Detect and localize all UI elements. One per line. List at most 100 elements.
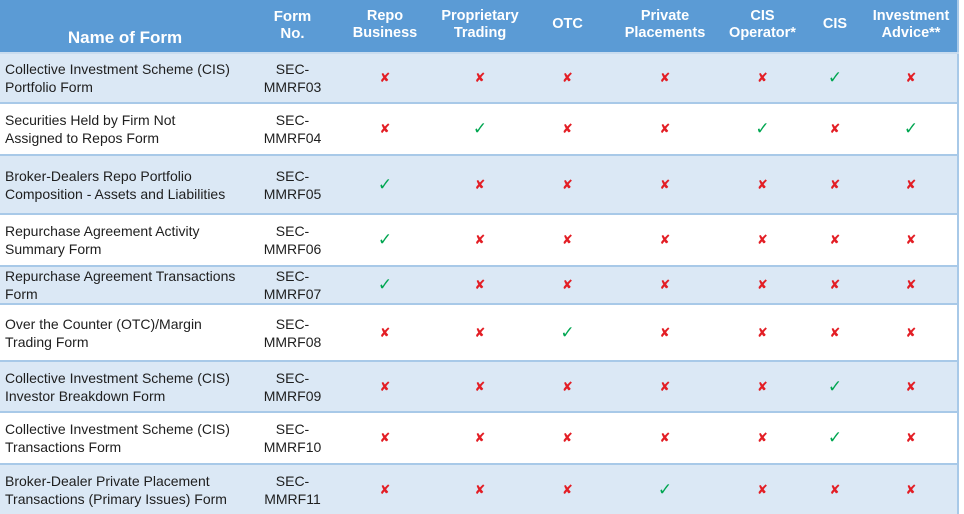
- cross-mark-icon: ✘: [474, 233, 486, 248]
- cis-cell: ✘: [805, 214, 865, 266]
- cis_operator-cell: ✘: [720, 304, 805, 361]
- form-name-cell: Securities Held by Firm Not Assigned to …: [5, 112, 176, 146]
- check-mark-icon: ✓: [827, 68, 843, 88]
- cross-mark-icon: ✘: [757, 278, 768, 293]
- cross-mark-icon: ✘: [474, 431, 486, 446]
- cross-mark-icon: ✘: [757, 325, 768, 341]
- cross-mark-icon: ✘: [905, 71, 917, 86]
- cross-mark-icon: ✘: [757, 431, 768, 446]
- cis_operator-cell: ✘: [720, 154, 805, 215]
- check-mark-icon: ✓: [377, 230, 393, 250]
- cross-mark-icon: ✘: [659, 177, 671, 193]
- private_placements-cell: ✘: [610, 360, 720, 413]
- form-no-cell: SEC-MMRF08: [263, 315, 322, 350]
- cross-mark-icon: ✘: [474, 71, 486, 86]
- cross-mark-icon: ✘: [474, 177, 486, 193]
- cross-mark-icon: ✘: [757, 233, 768, 248]
- cross-mark-icon: ✘: [379, 325, 391, 341]
- private_placements-cell: ✘: [610, 412, 720, 464]
- cis_operator-cell: ✘: [720, 214, 805, 266]
- proprietary_trading-cell: ✘: [435, 360, 525, 413]
- table-header: Name of Form Form No. Repo Business Prop…: [0, 0, 958, 54]
- form-no-cell: SEC-MMRF11: [250, 463, 335, 514]
- cross-mark-icon: ✘: [562, 177, 573, 193]
- cross-mark-icon: ✘: [905, 325, 917, 341]
- form-no-cell: SEC-MMRF07: [250, 265, 335, 305]
- form-row-sec-mmrf07: Repurchase Agreement Transactions Form SE…: [0, 265, 958, 305]
- otc-cell: ✘: [525, 52, 610, 104]
- cis-cell: ✘: [805, 154, 865, 215]
- check-mark-icon: ✓: [903, 119, 919, 139]
- cis_operator-cell: ✘: [720, 360, 805, 413]
- form-row-sec-mmrf04: Securities Held by Firm Not Assigned to …: [0, 103, 958, 155]
- otc-cell: ✘: [525, 265, 610, 305]
- header-row: Name of Form Form No. Repo Business Prop…: [0, 0, 958, 54]
- cis-cell: ✘: [805, 103, 865, 155]
- cross-mark-icon: ✘: [379, 71, 391, 86]
- form-row-sec-mmrf08: Over the Counter (OTC)/Margin Trading Fo…: [0, 304, 958, 361]
- cross-mark-icon: ✘: [562, 379, 573, 395]
- cross-mark-icon: ✘: [379, 122, 391, 137]
- cross-mark-icon: ✘: [905, 431, 917, 446]
- form-row-sec-mmrf11: Broker-Dealer Private Placement Transact…: [0, 463, 958, 514]
- form-name-cell: Collective Investment Scheme (CIS) Inves…: [0, 360, 250, 413]
- otc-cell: ✘: [525, 412, 610, 464]
- form-row-sec-mmrf05: Broker-Dealers Repo Portfolio Compositio…: [0, 154, 958, 215]
- investment_advice-cell: ✘: [865, 304, 958, 361]
- cross-mark-icon: ✘: [379, 379, 391, 395]
- repo_business-cell: ✘: [335, 360, 435, 413]
- cross-mark-icon: ✘: [757, 379, 768, 395]
- proprietary_trading-cell: ✓: [435, 103, 525, 155]
- form-name-cell: Repurchase Agreement Activity Summary Fo…: [5, 223, 200, 257]
- check-mark-icon: ✓: [755, 119, 770, 139]
- proprietary_trading-cell: ✘: [435, 52, 525, 104]
- otc-cell: ✓: [525, 304, 610, 361]
- cross-mark-icon: ✘: [659, 431, 671, 446]
- otc-cell: ✘: [525, 154, 610, 215]
- column-header-investment-advice: Investment Advice**: [865, 0, 958, 54]
- form-name-cell: Over the Counter (OTC)/Margin Trading Fo…: [5, 315, 202, 350]
- cis_operator-cell: ✓: [720, 103, 805, 155]
- cross-mark-icon: ✘: [562, 278, 573, 293]
- cis_operator-cell: ✘: [720, 265, 805, 305]
- check-mark-icon: ✓: [377, 275, 393, 295]
- cis-cell: ✘: [805, 304, 865, 361]
- cross-mark-icon: ✘: [659, 278, 671, 293]
- column-header-form-no: Form No.: [250, 0, 335, 54]
- cis_operator-cell: ✘: [720, 412, 805, 464]
- cross-mark-icon: ✘: [659, 233, 671, 248]
- otc-cell: ✘: [525, 463, 610, 514]
- repo_business-cell: ✘: [335, 304, 435, 361]
- private_placements-cell: ✘: [610, 103, 720, 155]
- cross-mark-icon: ✘: [905, 379, 917, 395]
- cross-mark-icon: ✘: [829, 325, 841, 341]
- cross-mark-icon: ✘: [474, 325, 486, 341]
- cross-mark-icon: ✘: [905, 278, 917, 293]
- repo_business-cell: ✘: [335, 103, 435, 155]
- cross-mark-icon: ✘: [659, 379, 671, 395]
- check-mark-icon: ✓: [560, 322, 575, 343]
- otc-cell: ✘: [525, 214, 610, 266]
- cross-mark-icon: ✘: [562, 233, 573, 248]
- form-no-cell: SEC-MMRF10: [263, 421, 322, 455]
- check-mark-icon: ✓: [472, 119, 488, 139]
- column-header-proprietary-trading: Proprietary Trading: [435, 0, 525, 54]
- proprietary_trading-cell: ✘: [435, 304, 525, 361]
- investment_advice-cell: ✘: [865, 154, 958, 215]
- form-no-cell: SEC-MMRF09: [250, 360, 335, 413]
- cross-mark-icon: ✘: [829, 122, 841, 137]
- form-no-cell: SEC-MMRF06: [263, 223, 322, 257]
- cross-mark-icon: ✘: [757, 71, 768, 86]
- form-row-sec-mmrf10: Collective Investment Scheme (CIS) Trans…: [0, 412, 958, 464]
- column-header-name-of-form: Name of Form: [0, 0, 250, 54]
- column-header-cis-operator: CIS Operator*: [720, 0, 805, 54]
- cross-mark-icon: ✘: [829, 233, 841, 248]
- cross-mark-icon: ✘: [379, 483, 391, 498]
- cross-mark-icon: ✘: [659, 325, 671, 341]
- form-row-sec-mmrf09: Collective Investment Scheme (CIS) Inves…: [0, 360, 958, 413]
- cross-mark-icon: ✘: [474, 483, 486, 498]
- proprietary_trading-cell: ✘: [435, 214, 525, 266]
- investment_advice-cell: ✘: [865, 412, 958, 464]
